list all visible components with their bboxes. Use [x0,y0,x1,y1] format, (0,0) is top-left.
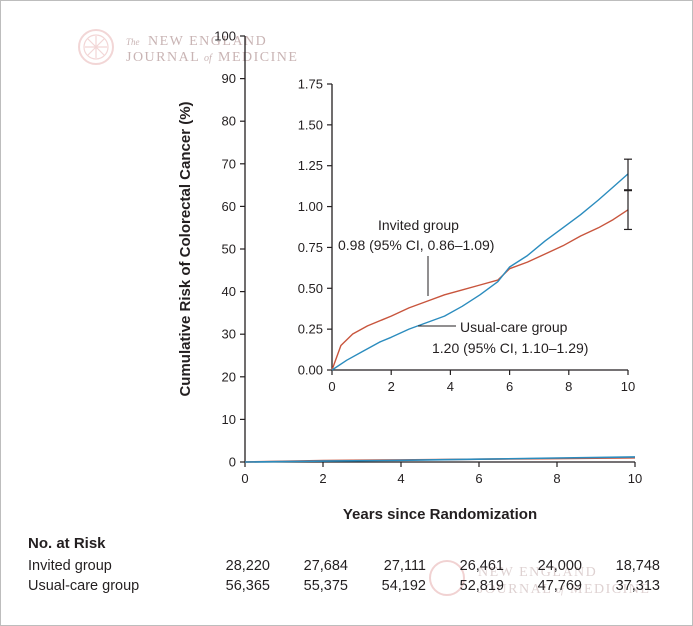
risk-table: No. at Risk Invited group 28,220 27,684 … [28,535,668,598]
main-y-tick-label: 40 [222,284,236,299]
usual-care-annotation-estimate: 1.20 (95% CI, 1.10–1.29) [432,340,588,356]
nejm-watermark-bottom: NEW ENGLAND JOURNAL of MEDICINE [429,560,650,597]
risk-cell: 26,461 [459,558,504,574]
inset-series-line-usual-care [331,173,629,371]
risk-cell: 24,000 [537,558,582,574]
risk-cell: 55,375 [303,578,348,594]
inset-x-tick-label: 8 [565,379,572,394]
watermark-journal: JOURNAL [126,50,200,65]
risk-cell: 27,111 [383,558,426,574]
watermark-bottom-of: of [556,585,565,596]
main-x-tick-label: 2 [319,471,326,486]
inset-x-tick-label: 0 [328,379,335,394]
risk-row-usual-care: Usual-care group 56,365 55,375 54,192 52… [28,578,668,598]
inset-series-line-invited [331,209,629,371]
main-x-tick-label: 8 [553,471,560,486]
invited-annotation-estimate: 0.98 (95% CI, 0.86–1.09) [338,237,494,253]
risk-row-label: Usual-care group [28,578,140,594]
invited-annotation-label: Invited group [378,217,459,233]
inset-y-tick-label: 1.00 [298,199,323,214]
inset-y-tick-label: 0.25 [298,322,323,337]
watermark-the: The [126,37,140,47]
risk-row-label: Invited group [28,558,112,574]
main-y-tick-label: 10 [222,412,236,427]
risk-cell: 37,313 [615,578,660,594]
main-x-tick-label: 4 [397,471,404,486]
risk-cell: 28,220 [225,558,270,574]
main-y-tick-label: 90 [222,71,236,86]
main-series-line-usual-care [244,456,636,463]
inset-y-tick-label: 0.00 [298,363,323,378]
main-y-tick-label: 70 [222,156,236,171]
main-y-tick-label: 30 [222,327,236,342]
main-y-tick-label: 0 [229,455,236,470]
invited-annotation: Invited group 0.98 (95% CI, 0.86–1.09) [338,217,494,296]
main-x-axis-title: Years since Randomization [343,506,537,523]
inset-y-tick-label: 1.50 [298,117,323,132]
risk-row-invited: Invited group 28,220 27,684 27,111 26,46… [28,558,668,578]
main-x-tick-label: 10 [628,471,642,486]
main-y-tick-label: 80 [222,114,236,129]
watermark-bottom-medicine: MEDICINE [570,582,650,597]
main-y-tick-label: 50 [222,242,236,257]
risk-cell: 27,684 [303,558,348,574]
watermark-of: of [204,53,213,64]
inset-x-tick-label: 4 [447,379,454,394]
watermark-medicine: MEDICINE [218,50,298,65]
risk-cell: 52,819 [459,578,504,594]
main-x-tick-label: 0 [241,471,248,486]
risk-cell: 54,192 [381,578,426,594]
nejm-seal-icon-bottom [429,560,465,596]
risk-cell: 56,365 [225,578,270,594]
usual-care-annotation: Usual-care group 1.20 (95% CI, 1.10–1.29… [418,319,588,356]
risk-table-title: No. at Risk [28,535,106,552]
main-y-tick-label: 20 [222,369,236,384]
inset-x-tick-label: 2 [388,379,395,394]
main-y-axis-title: Cumulative Risk of Colorectal Cancer (%) [177,101,194,396]
nejm-watermark-top: The NEW ENGLAND JOURNAL of MEDICINE [78,29,298,65]
watermark-bottom-journal: JOURNAL [478,582,552,597]
inset-y-tick-label: 1.75 [298,77,323,92]
main-y-tick-label: 60 [222,199,236,214]
inset-y-tick-label: 0.50 [298,281,323,296]
inset-y-tick-label: 1.25 [298,158,323,173]
main-y-tick-label: 100 [214,29,236,44]
watermark-new-england: NEW ENGLAND [148,34,267,49]
inset-x-tick-label: 10 [621,379,635,394]
usual-care-annotation-label: Usual-care group [460,319,568,335]
risk-cell: 18,748 [615,558,660,574]
inset-x-tick-label: 6 [506,379,513,394]
watermark-bottom-new-england: NEW ENGLAND [478,565,597,580]
nejm-seal-icon [78,29,114,65]
risk-cell: 47,769 [537,578,582,594]
main-x-tick-label: 6 [475,471,482,486]
inset-y-tick-label: 0.75 [298,240,323,255]
inset-axes: 0 2 4 6 8 10 0.00 0.25 0.50 0.75 1.00 1.25 1.50 1.75 [298,77,636,395]
